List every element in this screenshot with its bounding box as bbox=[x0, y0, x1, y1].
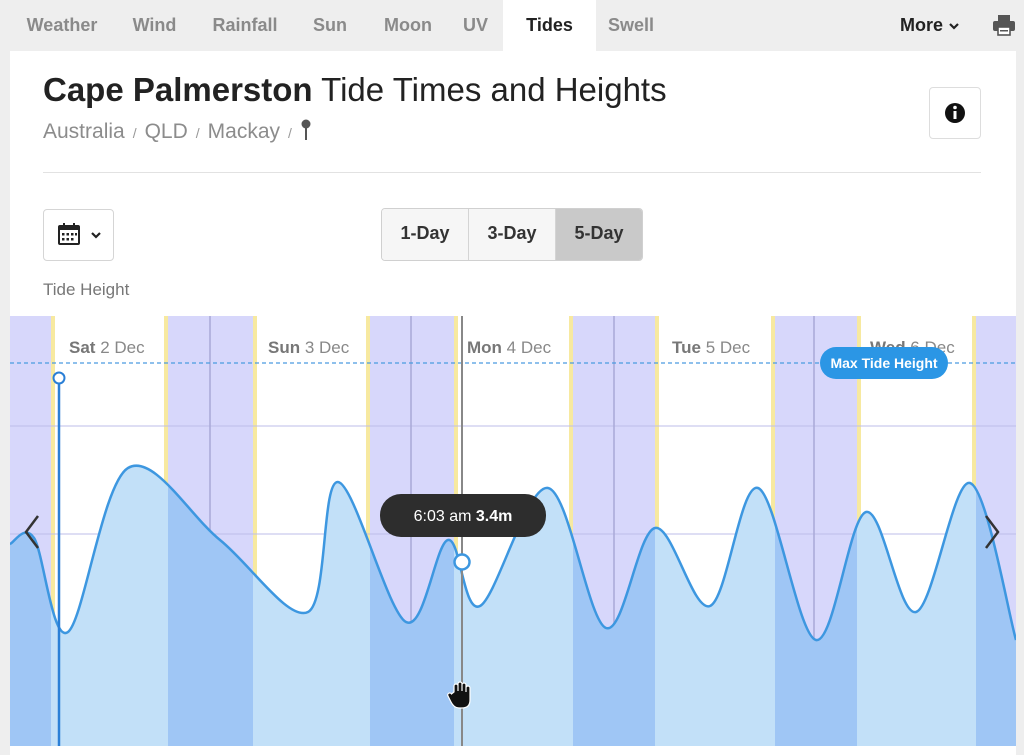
breadcrumb-country[interactable]: Australia bbox=[43, 120, 125, 143]
range-toggle: 1-Day 3-Day 5-Day bbox=[381, 208, 643, 261]
header-divider bbox=[43, 172, 981, 173]
day-label-sun: Sun 3 Dec bbox=[268, 338, 350, 357]
breadcrumb-city[interactable]: Mackay bbox=[207, 120, 281, 143]
hand-cursor-icon bbox=[447, 681, 471, 709]
tab-weather[interactable]: Weather bbox=[26, 15, 98, 35]
tide-chart[interactable]: Sat 2 Dec Sun 3 Dec Mon 4 Dec Tue 5 Dec … bbox=[10, 316, 1016, 746]
calendar-button[interactable] bbox=[43, 209, 114, 261]
info-icon bbox=[945, 103, 965, 123]
range-1-day-button[interactable]: 1-Day bbox=[382, 209, 469, 260]
day-label-tue: Tue 5 Dec bbox=[672, 338, 751, 357]
tab-swell[interactable]: Swell bbox=[607, 15, 655, 35]
chevron-right-icon[interactable] bbox=[985, 515, 1000, 549]
hover-point bbox=[453, 553, 471, 571]
current-time-marker bbox=[52, 371, 66, 385]
info-button[interactable] bbox=[929, 87, 981, 139]
chevron-left-icon[interactable] bbox=[24, 515, 39, 549]
tab-rainfall[interactable]: Rainfall bbox=[212, 15, 278, 35]
tab-moon[interactable]: Moon bbox=[384, 15, 432, 35]
tab-bar: Weather Wind Rainfall Sun Moon UV Tides Swell bbox=[0, 0, 1024, 51]
chevron-down-icon bbox=[91, 232, 101, 239]
chevron-down-icon bbox=[949, 23, 959, 30]
breadcrumb: Australia / QLD / Mackay / bbox=[43, 119, 312, 144]
range-3-day-button[interactable]: 3-Day bbox=[469, 209, 556, 260]
range-5-day-button[interactable]: 5-Day bbox=[556, 209, 642, 260]
tab-sun[interactable]: Sun bbox=[313, 15, 347, 35]
more-menu[interactable]: More bbox=[900, 0, 960, 51]
tab-tides[interactable]: Tides bbox=[503, 0, 596, 51]
tide-tooltip: 6:03 am 3.4m bbox=[380, 494, 546, 537]
breadcrumb-state[interactable]: QLD bbox=[144, 120, 188, 143]
print-icon[interactable] bbox=[992, 14, 1016, 36]
day-label-sat: Sat 2 Dec bbox=[69, 338, 145, 357]
calendar-icon bbox=[58, 223, 101, 245]
tide-height-label: Tide Height bbox=[43, 280, 130, 299]
more-label: More bbox=[900, 15, 944, 35]
max-tide-badge: Max Tide Height bbox=[820, 347, 948, 379]
svg-text:6:03 am 3.4m: 6:03 am 3.4m bbox=[414, 508, 513, 525]
tab-wind[interactable]: Wind bbox=[132, 15, 177, 35]
page-title: Cape Palmerston Tide Times and Heights bbox=[43, 71, 667, 108]
tide-curve bbox=[10, 464, 1016, 746]
day-label-mon: Mon 4 Dec bbox=[467, 338, 552, 357]
tab-uv[interactable]: UV bbox=[462, 15, 488, 35]
map-pin-icon[interactable] bbox=[300, 119, 312, 141]
svg-text:Max Tide Height: Max Tide Height bbox=[830, 355, 937, 371]
